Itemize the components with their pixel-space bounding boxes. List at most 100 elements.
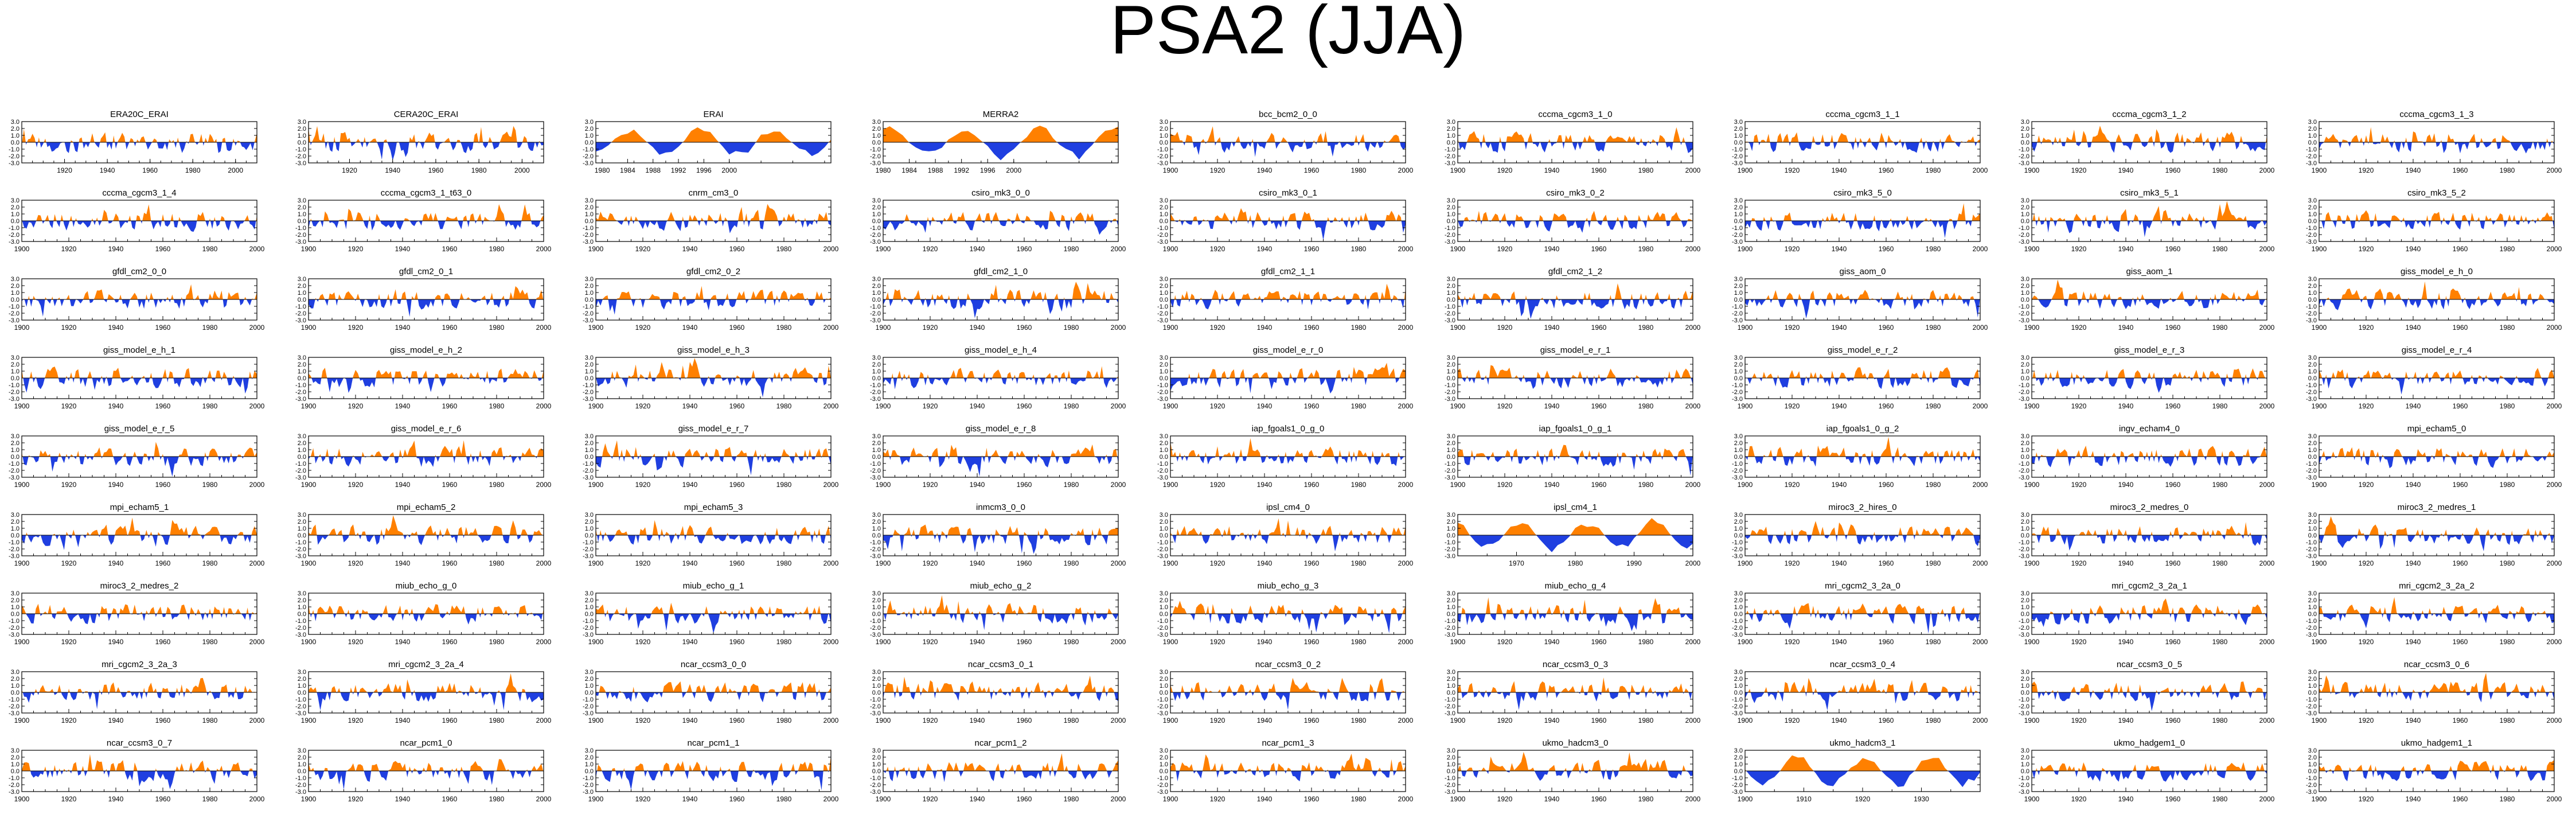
- x-tick-label: 1960: [442, 481, 458, 489]
- x-tick-label: 1920: [1785, 402, 1800, 410]
- series-area-positive: [883, 595, 1113, 614]
- panel-title: giss_model_e_h_2: [390, 345, 462, 355]
- y-tick-label: -1.0: [2306, 696, 2317, 703]
- y-tick-label: -2.0: [1157, 153, 1168, 160]
- x-tick-label: 1980: [1064, 245, 1079, 253]
- y-tick-label: 1.0: [872, 133, 881, 139]
- panel-title: mpi_echam5_2: [397, 502, 456, 512]
- series-area-negative: [2032, 378, 2267, 393]
- y-tick-label: 2.0: [585, 676, 594, 683]
- panel-ncar_ccsm3_0_5: ncar_ccsm3_0_53.02.01.00.0-1.0-2.0-3.019…: [2019, 660, 2275, 724]
- panel-mri_cgcm2_3_2a_2: mri_cgcm2_3_2a_2 3.02.01.00.0-1.0-2.0-3.0…: [2306, 581, 2562, 646]
- x-tick-label: 1940: [1257, 402, 1273, 410]
- x-tick-label: 2000: [1398, 716, 1414, 724]
- x-tick-label: 2000: [1685, 166, 1701, 174]
- x-tick-label: 1980: [489, 481, 505, 489]
- y-tick-label: 1.0: [1734, 368, 1743, 375]
- panel-ncar_ccsm3_0_4: ncar_ccsm3_0_43.02.01.00.0-1.0-2.0-3.019…: [1732, 660, 1988, 724]
- x-tick-label: 2000: [514, 166, 530, 174]
- y-tick-label: -2.0: [870, 153, 881, 160]
- y-tick-label: -1.0: [9, 225, 19, 232]
- x-tick-label: 1960: [2165, 638, 2181, 646]
- y-tick-label: 3.0: [1734, 590, 1743, 597]
- y-tick-label: 1.0: [872, 368, 881, 375]
- x-tick-label: 2000: [249, 795, 265, 803]
- series-area-positive: [596, 520, 830, 535]
- x-tick-label: 1980: [202, 402, 218, 410]
- panel-title: ncar_ccsm3_0_5: [2117, 660, 2182, 669]
- x-tick-label: 1900: [1450, 716, 1466, 724]
- x-tick-label: 1980: [776, 638, 792, 646]
- y-tick-label: -2.0: [1445, 467, 1455, 474]
- y-tick-label: 0.0: [2308, 689, 2317, 696]
- x-tick-label: 1900: [1450, 166, 1466, 174]
- y-tick-label: -2.0: [1157, 467, 1168, 474]
- y-tick-label: 0.0: [11, 532, 19, 539]
- panel-title: csiro_mk3_5_2: [2407, 188, 2466, 198]
- y-tick-label: 2.0: [585, 126, 594, 133]
- series-area-positive: [2032, 279, 2267, 299]
- y-tick-label: 2.0: [2308, 676, 2317, 683]
- x-tick-label: 2000: [823, 402, 839, 410]
- x-tick-label: 1900: [2312, 166, 2327, 174]
- y-tick-label: 0.0: [1160, 297, 1168, 303]
- series-area-negative: [2032, 614, 2267, 628]
- panel-title: inmcm3_0_0: [976, 502, 1025, 512]
- y-tick-label: -3.0: [2019, 789, 2029, 796]
- x-tick-label: 2000: [2547, 324, 2562, 332]
- y-tick-label: -3.0: [870, 632, 881, 638]
- y-tick-label: -2.0: [870, 467, 881, 474]
- series-area-positive: [315, 286, 544, 299]
- y-tick-label: 1.0: [1734, 525, 1743, 532]
- y-tick-label: 2.0: [1447, 754, 1455, 761]
- panel-title: miub_echo_g_0: [396, 581, 457, 591]
- x-tick-label: 2000: [536, 324, 552, 332]
- y-tick-label: 0.0: [872, 611, 881, 618]
- y-tick-label: -3.0: [2306, 474, 2317, 481]
- y-tick-label: -3.0: [1732, 239, 1743, 246]
- y-tick-label: 3.0: [872, 433, 881, 440]
- panel-title: mri_cgcm2_3_2a_2: [2399, 581, 2474, 591]
- x-tick-label: 1920: [2359, 402, 2374, 410]
- y-tick-label: -1.0: [2019, 382, 2029, 389]
- y-tick-label: -1.0: [1732, 303, 1743, 310]
- x-tick-label: 1980: [185, 166, 201, 174]
- y-tick-label: 1.0: [11, 604, 19, 611]
- panel-cccma_cgcm3_1_1: cccma_cgcm3_1_13.02.01.00.0-1.0-2.0-3.01…: [1732, 110, 1988, 174]
- x-tick-label: 1960: [442, 245, 458, 253]
- y-tick-label: 0.0: [1734, 768, 1743, 775]
- y-tick-label: 3.0: [2308, 354, 2317, 361]
- y-tick-label: 3.0: [872, 512, 881, 519]
- x-tick-label: 2000: [2259, 481, 2275, 489]
- y-tick-label: 2.0: [1447, 126, 1455, 133]
- y-tick-label: -3.0: [870, 239, 881, 246]
- y-tick-label: 3.0: [2021, 197, 2029, 204]
- panel-giss_model_e_h_0: giss_model_e_h_0 3.02.01.00.0-1.0-2.0-3.0…: [2306, 267, 2562, 332]
- panel-gfdl_cm2_0_1: gfdl_cm2_0_1 3.02.01.00.0-1.0-2.0-3.01900…: [295, 267, 552, 332]
- y-tick-label: 2.0: [585, 361, 594, 368]
- y-tick-label: -1.0: [2019, 146, 2029, 153]
- x-tick-label: 1900: [1163, 324, 1178, 332]
- panel-title: giss_model_e_r_8: [966, 424, 1036, 434]
- y-tick-label: -2.0: [1732, 153, 1743, 160]
- x-tick-label: 1900: [1450, 402, 1466, 410]
- x-tick-label: 2000: [249, 638, 265, 646]
- y-tick-label: -2.0: [9, 782, 19, 789]
- panel-title: giss_model_e_h_1: [103, 345, 175, 355]
- x-tick-label: 1960: [1591, 245, 1607, 253]
- y-tick-label: -1.0: [870, 696, 881, 703]
- x-tick-label: 1940: [1832, 638, 1847, 646]
- y-tick-label: -3.0: [295, 553, 306, 560]
- y-tick-label: 0.0: [1734, 218, 1743, 225]
- x-tick-label: 1920: [635, 795, 651, 803]
- y-tick-label: 0.0: [2021, 689, 2029, 696]
- x-tick-label: 1920: [61, 481, 77, 489]
- y-tick-label: -3.0: [9, 632, 19, 638]
- y-tick-label: 3.0: [2308, 512, 2317, 519]
- series-area-negative: [1745, 535, 1980, 547]
- y-tick-label: -1.0: [583, 303, 594, 310]
- x-tick-label: 1980: [2500, 638, 2515, 646]
- series-area-positive: [2324, 127, 2553, 142]
- series-area-positive: [22, 603, 257, 614]
- y-tick-label: 3.0: [1447, 119, 1455, 126]
